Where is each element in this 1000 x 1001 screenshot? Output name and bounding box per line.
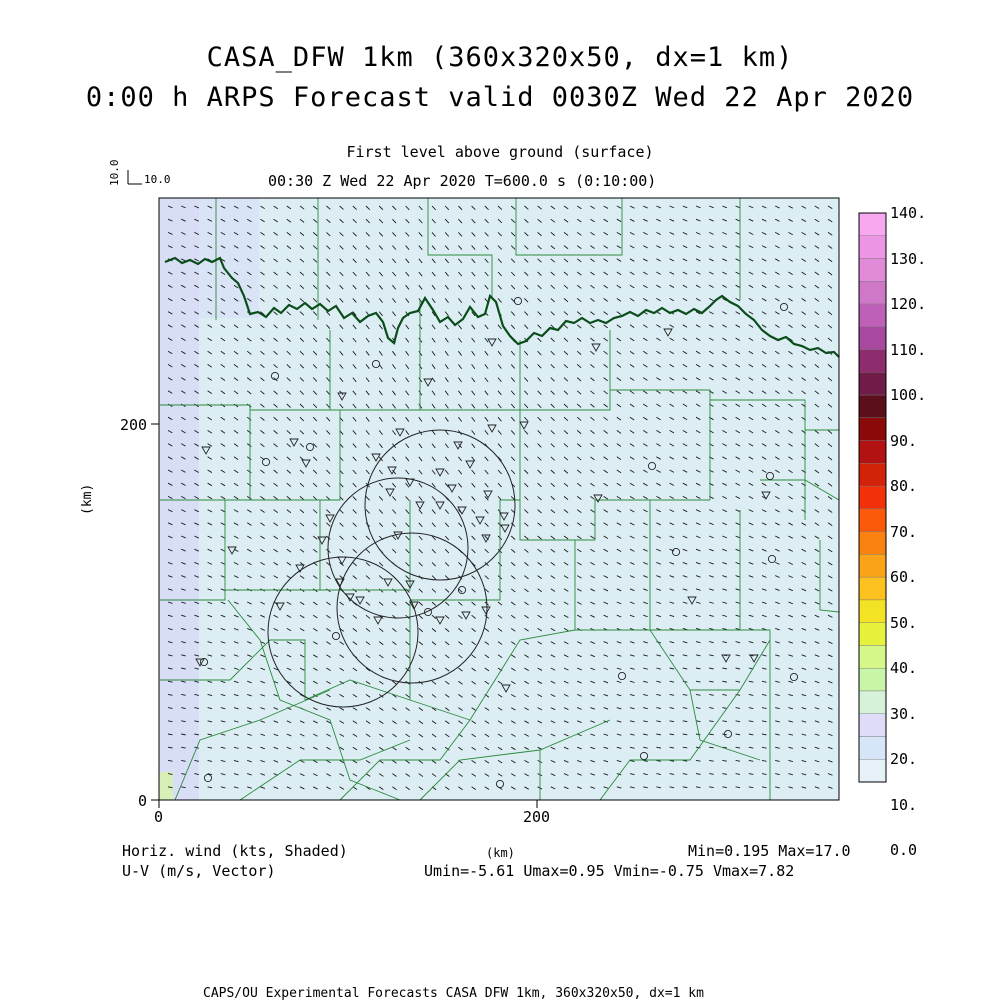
colorbar-swatch (858, 463, 887, 487)
colorbar-label: 80. (890, 477, 918, 496)
colorbar-label: 10. (890, 795, 918, 814)
colorbar-swatch (858, 508, 887, 532)
wind-shading-west-band (159, 198, 199, 800)
colorbar-label: 130. (890, 249, 927, 268)
colorbar-label: 0.0 (890, 841, 918, 860)
colorbar-swatch (858, 281, 887, 305)
colorbar-label: 140. (890, 204, 927, 222)
shading-caption: Horiz. wind (kts, Shaded) (122, 842, 348, 860)
colorbar-swatch (858, 554, 887, 578)
colorbar-swatch (858, 668, 887, 692)
colorbar-swatch (858, 531, 887, 555)
footer-credit: CAPS/OU Experimental Forecasts CASA DFW … (203, 986, 704, 1001)
vector-caption: U-V (m/s, Vector) (122, 862, 276, 880)
colorbar-swatch (858, 599, 887, 623)
colorbar-swatch (858, 349, 887, 373)
plot-frame (158, 197, 840, 801)
y-axis-label: (km) (80, 483, 95, 515)
reference-vector (127, 170, 142, 185)
colorbar-swatch (858, 212, 887, 236)
reference-vector-horizontal-label: 10.0 (144, 173, 171, 186)
wind-shading-background (159, 198, 839, 800)
colorbar (858, 212, 887, 783)
wind-shading-corner (159, 772, 173, 800)
colorbar-swatch (858, 485, 887, 510)
colorbar-swatch (858, 417, 887, 441)
y-tick-label-0: 0 (138, 792, 148, 810)
min-max-readout: Min=0.195 Max=17.0 (688, 842, 851, 860)
colorbar-label: 100. (890, 386, 927, 405)
colorbar-swatch (858, 645, 887, 669)
colorbar-label: 50. (890, 613, 918, 632)
title-line-2: 0:00 h ARPS Forecast valid 0030Z Wed 22 … (85, 82, 915, 113)
colorbar-swatch (858, 440, 887, 464)
colorbar-swatch (858, 372, 887, 396)
colorbar-label: 110. (890, 340, 927, 359)
title-line-1: CASA_DFW 1km (360x320x50, dx=1 km) (206, 42, 794, 73)
colorbar-label: 40. (890, 659, 918, 678)
colorbar-swatch (858, 713, 887, 737)
reference-vector-vertical-label: 10.0 (108, 159, 121, 187)
x-axis-label: (km) (486, 846, 515, 860)
level-subtitle: First level above ground (surface) (346, 143, 654, 161)
colorbar-label: 30. (890, 704, 918, 723)
radar-range-rings (267, 429, 516, 708)
county-boundaries (160, 198, 840, 801)
plot-area (151, 197, 840, 808)
x-tick-label-200: 200 (523, 808, 551, 826)
uv-statistics-readout: Umin=-5.61 Umax=0.95 Vmin=-0.75 Vmax=7.8… (424, 862, 795, 880)
colorbar-swatch (858, 622, 887, 646)
colorbar-swatch (858, 736, 887, 760)
colorbar-swatch (858, 258, 887, 282)
colorbar-label: 20. (890, 750, 918, 769)
colorbar-swatch (858, 326, 887, 350)
colorbar-label: 70. (890, 522, 918, 541)
colorbar-swatch (858, 576, 887, 601)
colorbar-label: 120. (890, 295, 927, 314)
colorbar-swatch (858, 235, 887, 259)
colorbar-label: 60. (890, 568, 918, 587)
y-tick-label-200: 200 (120, 416, 148, 434)
colorbar-frame (858, 212, 887, 783)
wind-shading-northwest (199, 198, 259, 318)
colorbar-swatch (858, 690, 887, 714)
time-subtitle: 00:30 Z Wed 22 Apr 2020 T=600.0 s (0:10:… (268, 172, 657, 190)
colorbar-swatch (858, 394, 887, 419)
colorbar-swatch (858, 759, 887, 783)
colorbar-label: 90. (890, 431, 918, 450)
state-boundary (164, 256, 840, 358)
x-tick-label-0: 0 (154, 808, 164, 826)
colorbar-swatch (858, 303, 887, 328)
